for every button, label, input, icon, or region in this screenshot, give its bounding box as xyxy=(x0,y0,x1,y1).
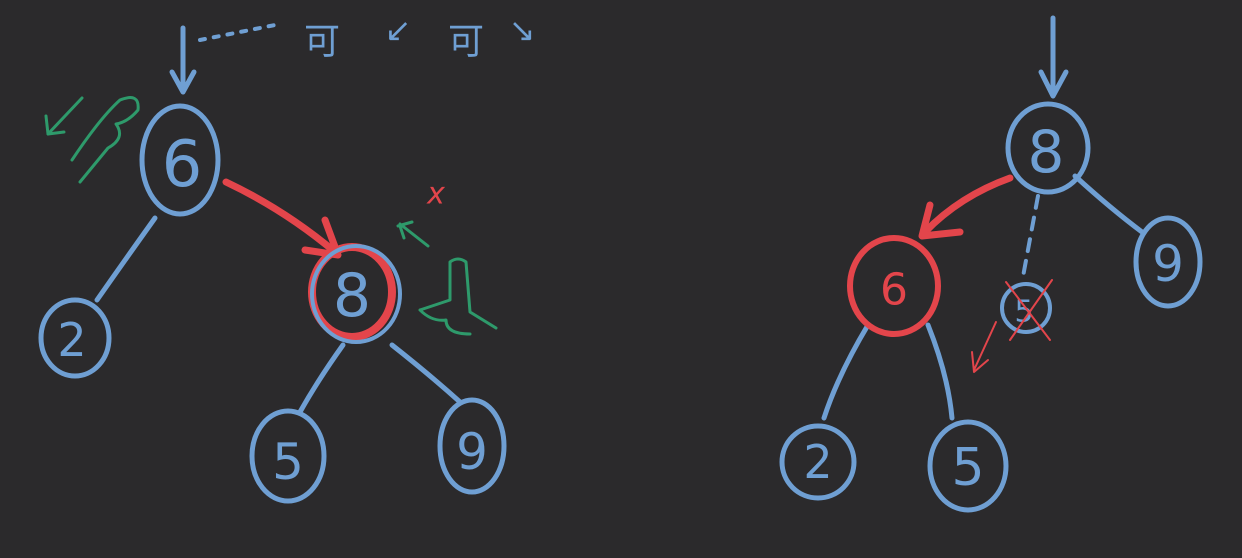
left-tree: 6 2 8 5 9 x xyxy=(38,96,507,504)
tree-node-2: 2 xyxy=(38,297,112,379)
tree-node-9: 9 xyxy=(1133,215,1203,309)
edge-6-2 xyxy=(821,322,871,421)
red-move-arrow-icon xyxy=(971,321,997,373)
edge-8-5 xyxy=(297,342,346,415)
edge-8-5-dashed xyxy=(1020,194,1040,284)
tree-node-5: 5 xyxy=(249,408,327,504)
rotation-arrowhead-right-icon xyxy=(918,201,964,240)
top-note: 可 ↙ 可 ↘ xyxy=(169,11,536,95)
note-glyph-2: 可 xyxy=(448,22,484,63)
tree-node-2: 2 xyxy=(779,423,857,501)
node-label: 5 xyxy=(1014,295,1033,330)
tree-node-8: 8 xyxy=(1005,101,1091,195)
node-circle xyxy=(1005,101,1091,195)
node-label: 2 xyxy=(803,435,832,489)
node-circle xyxy=(1000,282,1052,334)
node-circle xyxy=(310,244,402,344)
node-label: 8 xyxy=(333,261,371,331)
tree-node-8-highlighted: 8 xyxy=(308,243,402,344)
node-circle xyxy=(38,297,112,379)
edge-6-2 xyxy=(94,215,158,303)
dotted-connector xyxy=(198,22,282,42)
tree-node-5: 5 xyxy=(927,419,1009,513)
note-arrow-left-icon: ↙ xyxy=(385,11,412,49)
node-label: 9 xyxy=(456,423,488,481)
highlight-ring xyxy=(847,235,941,337)
node-label: 5 xyxy=(951,438,984,498)
green-arrow-icon xyxy=(46,96,84,136)
entry-arrow-head-right xyxy=(1038,69,1069,99)
edge-8-9 xyxy=(1072,173,1145,235)
note-arrow-right-icon: ↘ xyxy=(509,11,536,49)
green-arrow-head xyxy=(44,114,66,136)
green-double-arrow-icon xyxy=(396,220,430,248)
edge-8-6-rotation xyxy=(921,174,1014,236)
edge-6-8-rotation xyxy=(222,178,339,256)
node-circle xyxy=(249,408,327,504)
node-label: 6 xyxy=(162,128,203,202)
node-label: 8 xyxy=(1028,118,1065,186)
node-circle xyxy=(1133,215,1203,309)
rotation-arrowhead-icon xyxy=(301,216,342,259)
node-circle xyxy=(779,423,857,501)
right-tree: 8 6 9 5 2 5 xyxy=(779,15,1203,513)
hand-sketch-icon xyxy=(418,257,498,336)
tree-node-6-highlighted: 6 xyxy=(847,235,941,337)
node-circle xyxy=(437,397,507,495)
node-circle xyxy=(139,103,221,217)
edge-8-9 xyxy=(389,342,463,405)
green-annotations-left xyxy=(44,96,498,336)
entry-arrow-head-left xyxy=(169,69,197,95)
tree-node-5-crossed: 5 xyxy=(971,279,1053,373)
node-label: 2 xyxy=(57,313,86,367)
tree-node-9: 9 xyxy=(437,397,507,495)
node-label: 5 xyxy=(272,433,304,491)
tree-node-6: 6 xyxy=(139,103,221,217)
rotate-hand-sketch-icon xyxy=(70,96,140,184)
note-glyph-1: 可 xyxy=(304,22,340,63)
node-label: 6 xyxy=(880,265,908,316)
edge-6-5 xyxy=(925,322,955,421)
node-circle xyxy=(927,419,1009,513)
node-label: 9 xyxy=(1152,235,1184,293)
cross-out-icon xyxy=(1005,279,1053,341)
red-x-annotation: x xyxy=(426,177,445,212)
